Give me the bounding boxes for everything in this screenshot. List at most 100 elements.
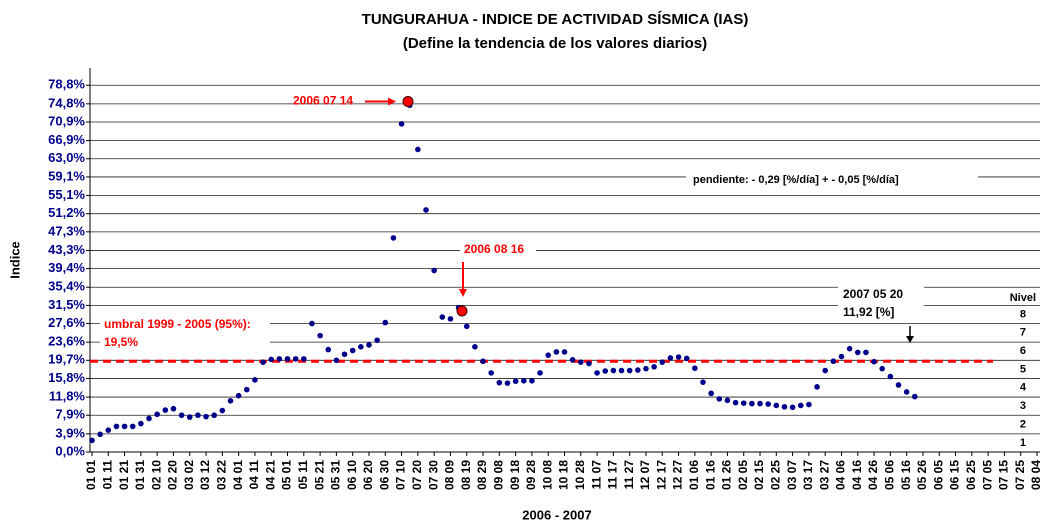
data-point: [398, 121, 405, 127]
y-tick-label: 51,2%: [48, 205, 85, 220]
data-point: [626, 367, 633, 374]
data-point: [749, 400, 755, 407]
y-tick-label: 0,0%: [55, 443, 85, 458]
y-tick-label: 63,0%: [48, 150, 85, 165]
data-point: [203, 413, 209, 420]
data-point: [235, 392, 242, 399]
x-tick-label: 12 07: [638, 460, 652, 490]
data-point: [512, 378, 519, 385]
x-tick-label: 02 10: [149, 460, 163, 490]
annotation: 2006 07 14: [293, 94, 353, 108]
x-tick-label: 05 26: [915, 460, 929, 490]
data-point: [488, 370, 494, 376]
x-tick-label: 05 11: [296, 460, 310, 490]
x-tick-label: 08 29: [475, 460, 489, 490]
data-point: [154, 411, 160, 418]
data-point: [211, 412, 217, 419]
x-tick-label: 12 17: [654, 460, 668, 490]
data-point: [586, 360, 592, 367]
data-point: [195, 412, 201, 419]
label-bg: [686, 171, 978, 189]
data-point: [846, 345, 853, 352]
data-point: [89, 437, 95, 444]
data-point: [390, 235, 397, 241]
data-point: [463, 323, 470, 330]
y-tick-label: 23,6%: [48, 334, 85, 349]
data-point: [423, 207, 429, 213]
data-point: [317, 332, 323, 339]
x-tick-label: 02 25: [768, 460, 782, 490]
data-point: [480, 358, 486, 365]
data-point: [773, 402, 780, 409]
x-tick-label: 06 30: [377, 460, 391, 490]
x-tick-label: 11 07: [589, 460, 603, 490]
x-tick-label: 05 31: [329, 460, 343, 490]
x-tick-label: 04 26: [866, 460, 880, 490]
data-point: [415, 146, 421, 153]
x-tick-label: 01 31: [133, 460, 147, 490]
data-point: [276, 356, 283, 362]
x-tick-label: 06 10: [345, 460, 359, 490]
data-point: [651, 364, 657, 370]
y-tick-label: 19,7%: [48, 352, 85, 367]
y-tick-label: 31,5%: [48, 297, 85, 312]
level-label: 4: [1020, 382, 1027, 394]
x-tick-label: 01 06: [687, 460, 701, 490]
x-tick-label: 04 16: [850, 460, 864, 490]
x-tick-label: 07 10: [394, 460, 408, 490]
label-bg: [996, 290, 1036, 304]
data-point: [170, 405, 177, 412]
data-point: [602, 368, 609, 374]
y-tick-label: 55,1%: [48, 187, 85, 202]
data-point: [887, 373, 894, 380]
data-point: [692, 365, 698, 372]
level-label: 5: [1020, 363, 1026, 375]
data-point: [382, 319, 389, 326]
data-point: [635, 367, 641, 373]
x-tick-label: 03 17: [801, 460, 815, 490]
data-point: [871, 358, 877, 365]
data-point: [683, 355, 690, 362]
data-point: [178, 412, 185, 419]
data-point: [781, 404, 788, 410]
data-point: [594, 370, 600, 376]
y-tick-label: 15,8%: [48, 370, 85, 385]
data-point: [431, 267, 437, 274]
data-point: [301, 356, 307, 362]
data-point: [243, 386, 250, 393]
slope-text: pendiente: - 0,29 [%/día] + - 0,05 [%/dí…: [693, 174, 899, 186]
x-tick-label: 05 16: [899, 460, 913, 490]
data-point: [447, 316, 454, 322]
data-point: [822, 367, 828, 374]
x-tick-label: 06 20: [361, 460, 375, 490]
chart-subtitle: (Define la tendencia de los valores diar…: [403, 35, 707, 52]
data-point: [529, 377, 535, 384]
data-point: [138, 420, 144, 427]
data-point: [618, 367, 625, 374]
x-tick-label: 03 02: [182, 460, 196, 490]
x-tick-label: 07 20: [410, 460, 424, 490]
x-tick-label: 02 05: [736, 460, 750, 490]
y-axis-label: Indice: [7, 241, 22, 279]
level-label: 8: [1020, 308, 1026, 320]
label-bg: [100, 316, 270, 352]
data-point: [553, 349, 560, 355]
data-point: [227, 398, 234, 404]
data-point: [146, 415, 152, 422]
data-point: [765, 401, 771, 407]
x-tick-label: 10 28: [573, 460, 587, 490]
x-tick-label: 08 19: [459, 460, 473, 490]
data-point: [724, 397, 731, 404]
y-tick-label: 74,8%: [48, 95, 85, 110]
x-tick-label: 01 26: [720, 460, 734, 490]
x-tick-label: 03 27: [817, 460, 831, 490]
x-axis-label: 2006 - 2007: [522, 507, 591, 522]
highlight-point: [456, 305, 468, 317]
x-tick-label: 09 08: [491, 460, 505, 490]
data-point: [358, 344, 364, 350]
y-tick-label: 47,3%: [48, 223, 85, 238]
x-tick-label: 02 15: [752, 460, 766, 490]
data-point: [895, 382, 902, 388]
data-point: [504, 380, 511, 386]
